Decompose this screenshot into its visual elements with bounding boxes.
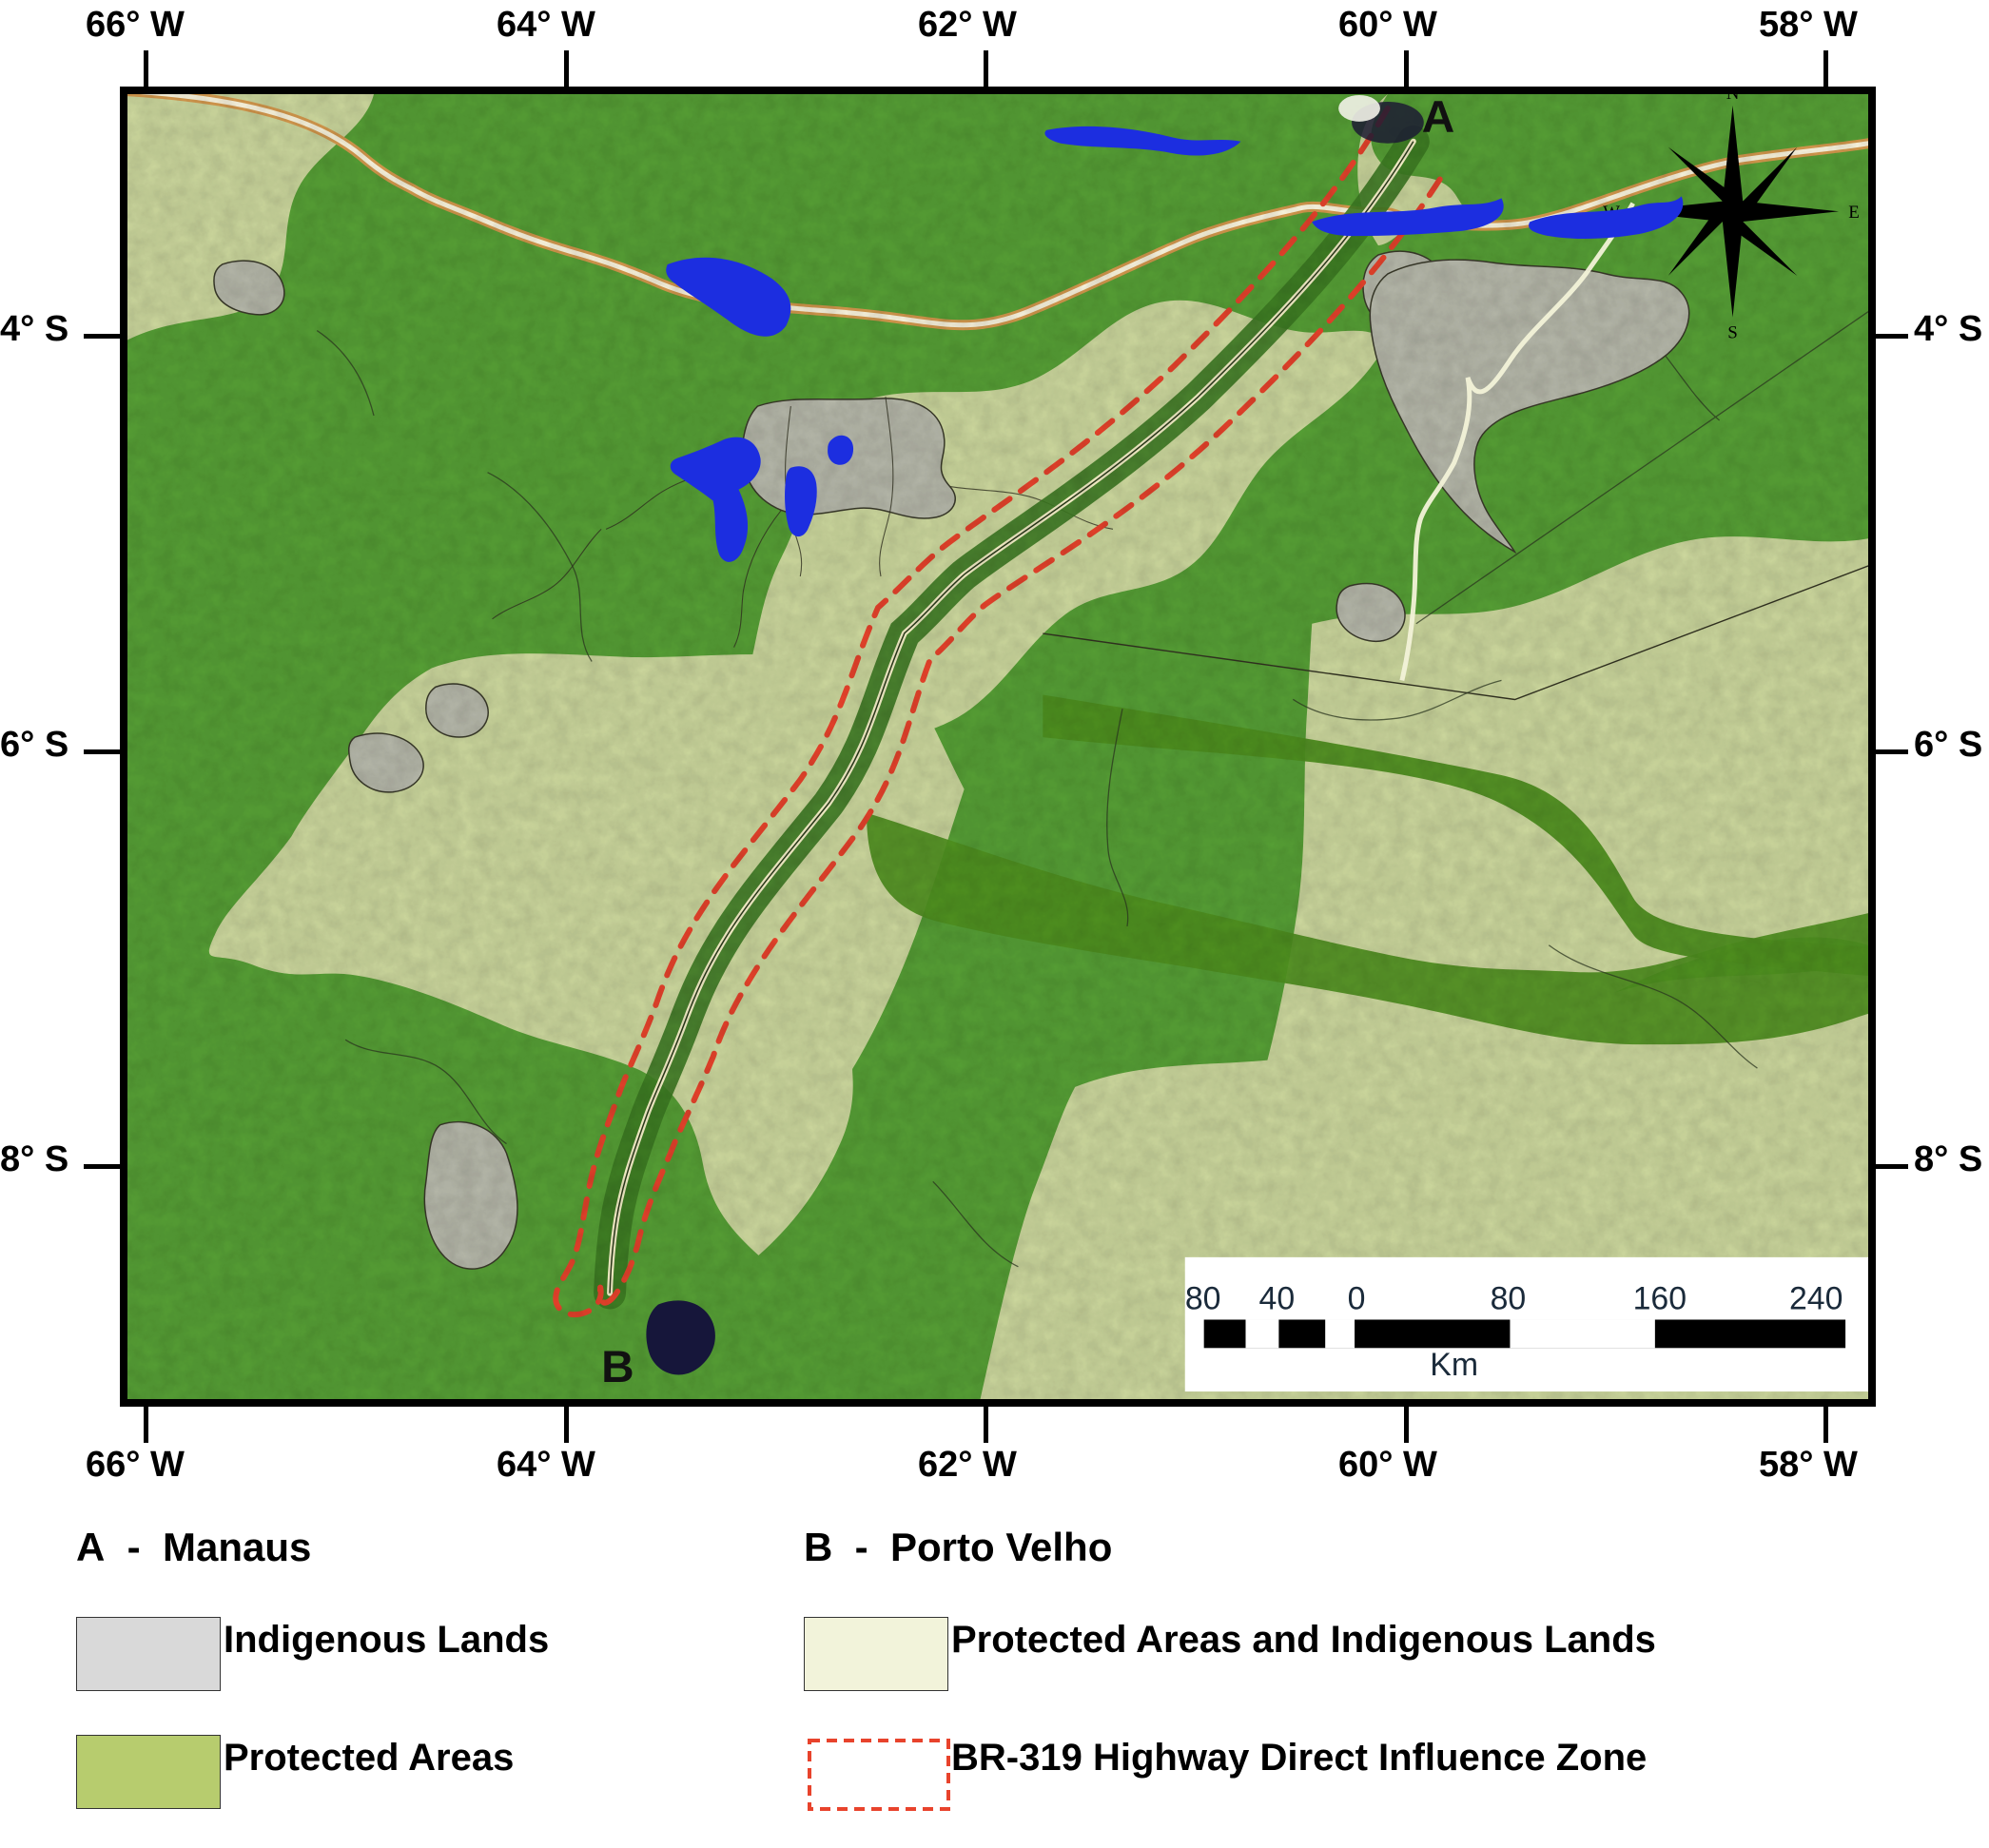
svg-text:N: N [1726, 94, 1740, 104]
svg-text:240: 240 [1789, 1281, 1843, 1317]
svg-text:160: 160 [1633, 1281, 1687, 1317]
svg-text:Km: Km [1430, 1347, 1478, 1383]
svg-text:80: 80 [1185, 1281, 1221, 1317]
svg-text:80: 80 [1491, 1281, 1527, 1317]
svg-text:0: 0 [1348, 1281, 1366, 1317]
svg-text:E: E [1848, 203, 1860, 223]
svg-text:A: A [1422, 94, 1455, 143]
svg-text:B: B [601, 1342, 634, 1392]
svg-text:40: 40 [1259, 1281, 1296, 1317]
svg-text:S: S [1727, 323, 1738, 343]
